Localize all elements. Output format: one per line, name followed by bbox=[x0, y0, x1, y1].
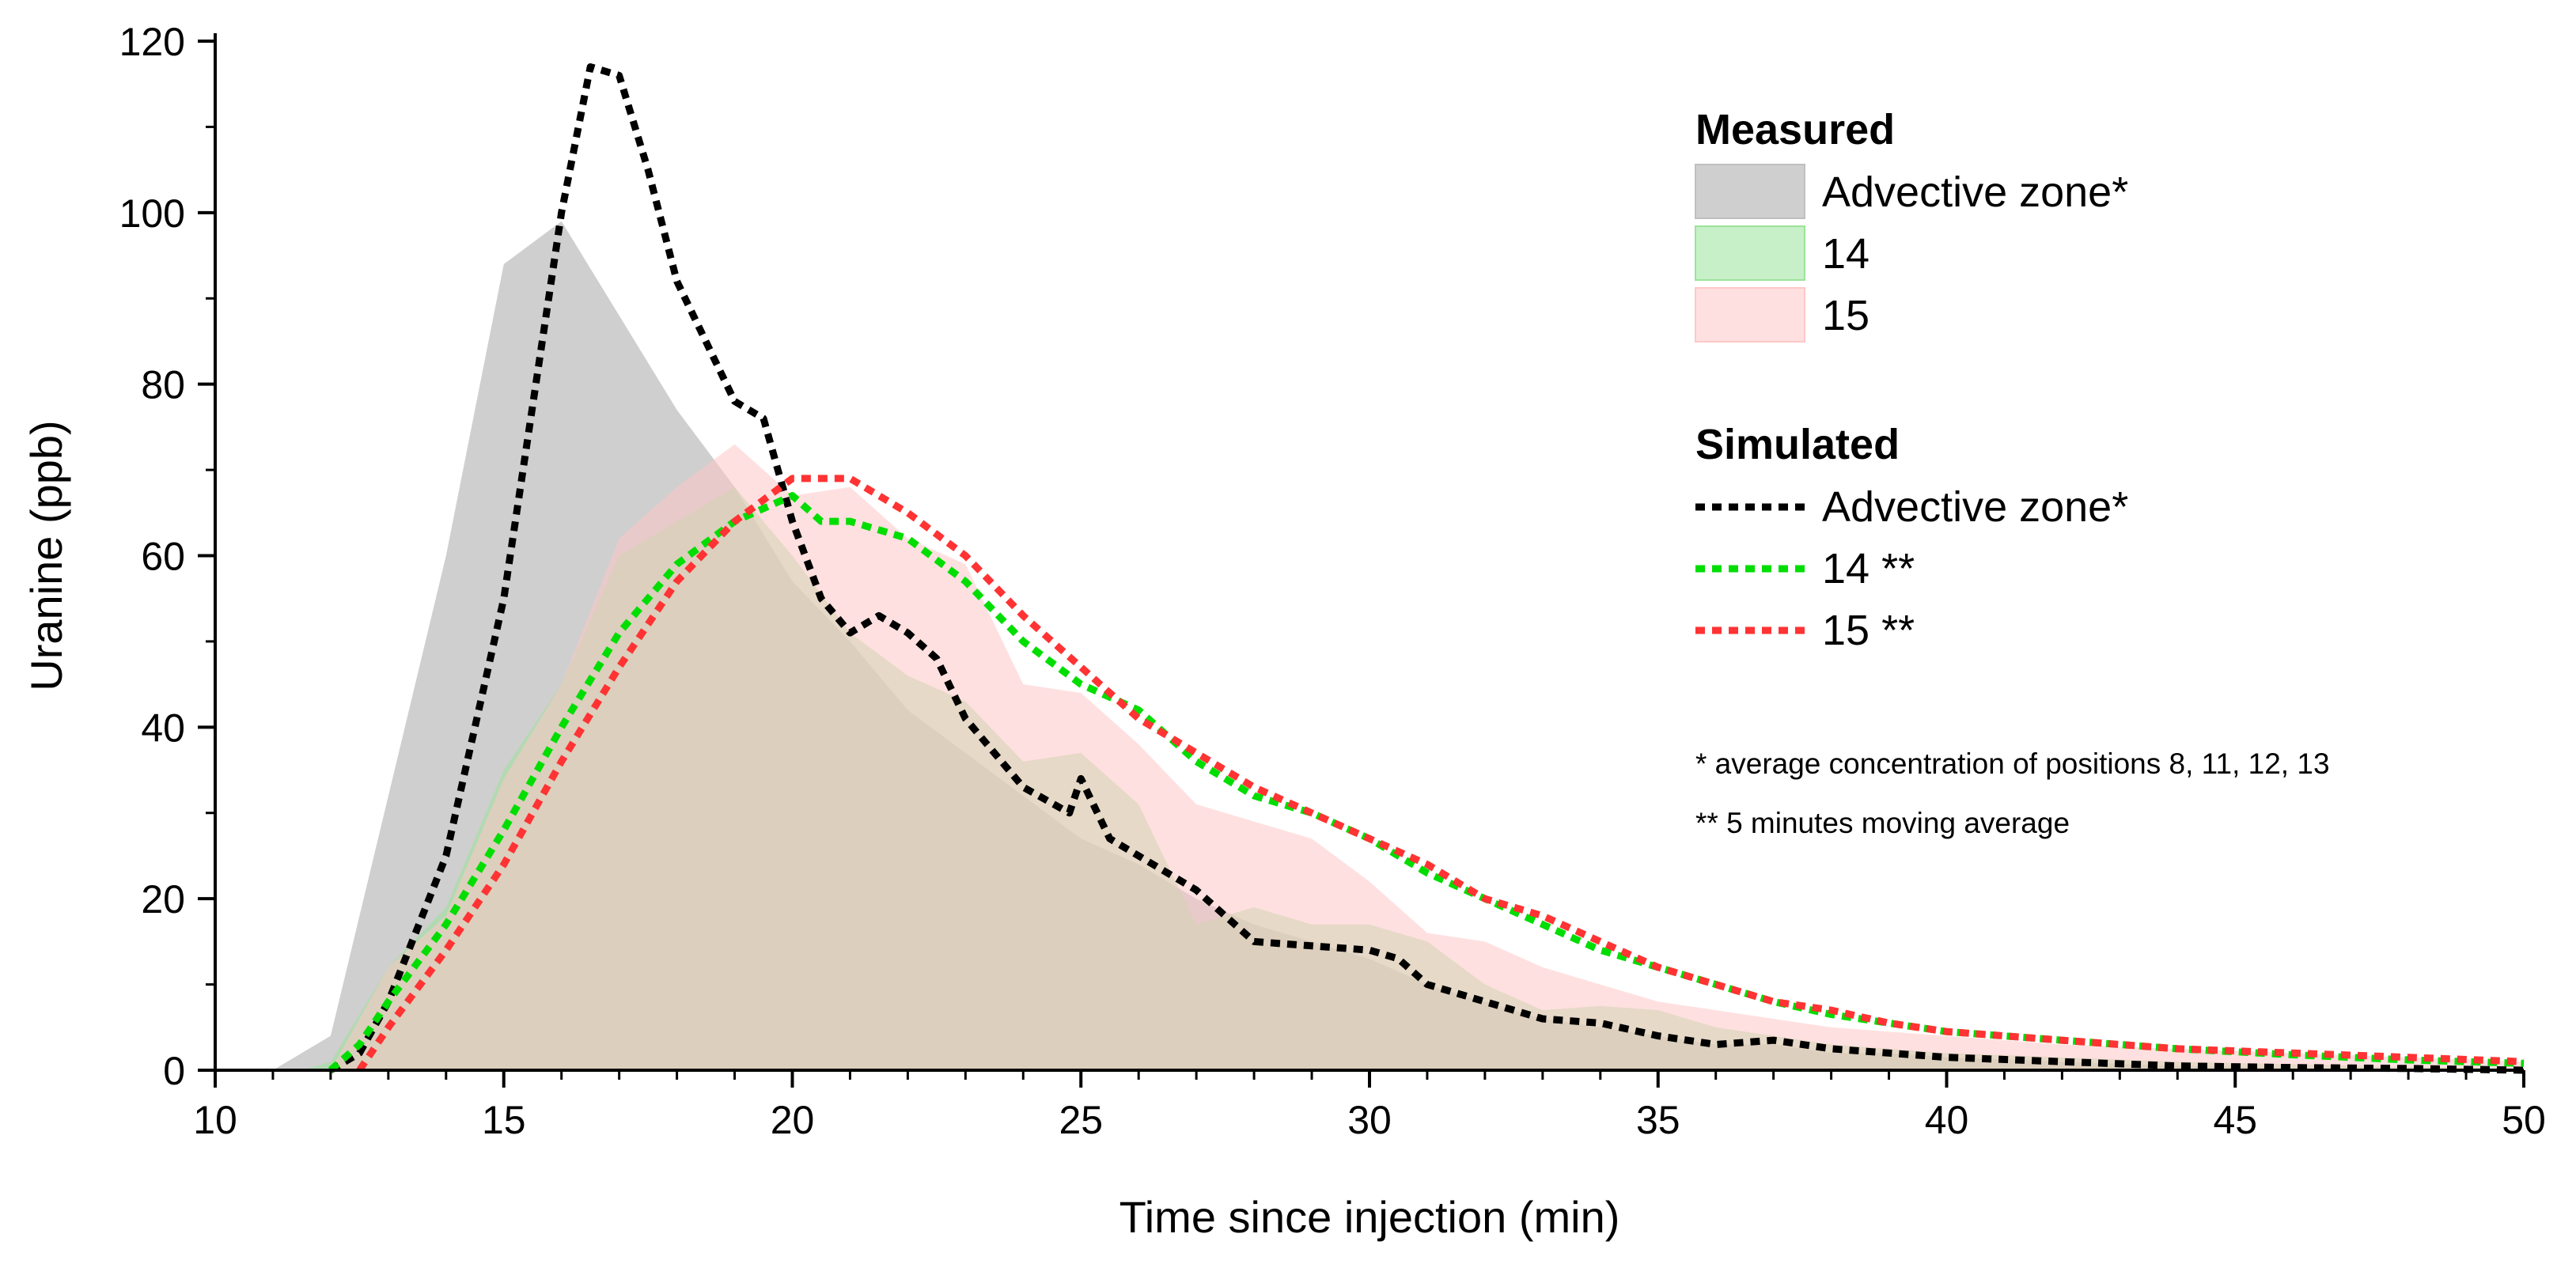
line-simulated-5 bbox=[356, 475, 2525, 1073]
legend-measured-title: Measured bbox=[1695, 106, 1895, 153]
legend-note-1: ** 5 minutes moving average bbox=[1695, 807, 2070, 839]
x-tick-label: 25 bbox=[1059, 1098, 1103, 1142]
legend-swatch-measured-2 bbox=[1695, 287, 1805, 342]
x-tick-label: 30 bbox=[1347, 1098, 1392, 1142]
y-tick-label: 20 bbox=[141, 877, 185, 922]
legend-note-0: * average concentration of positions 8, … bbox=[1695, 747, 2330, 780]
legend-label-measured-1: 14 bbox=[1822, 230, 1869, 278]
x-tick-label: 15 bbox=[482, 1098, 526, 1142]
legend-swatch-measured-1 bbox=[1695, 225, 1805, 281]
line-simulated-3 bbox=[328, 63, 2525, 1074]
y-tick-label: 100 bbox=[119, 191, 185, 236]
measured-areas bbox=[272, 221, 2525, 1071]
y-tick-label: 80 bbox=[141, 363, 185, 407]
x-tick-label: 10 bbox=[193, 1098, 237, 1142]
legend: Measured Simulated Advective zone* 14 15 Adve… bbox=[1695, 106, 2330, 839]
x-tick-label: 20 bbox=[771, 1098, 815, 1142]
y-tick-label: 60 bbox=[141, 535, 185, 579]
legend-label-simulated-5: 15 ** bbox=[1822, 607, 1915, 654]
area-measured-2 bbox=[330, 444, 2525, 1070]
simulated-lines bbox=[328, 63, 2525, 1074]
legend-swatch-measured-0 bbox=[1695, 164, 1805, 219]
legend-label-simulated-4: 14 ** bbox=[1822, 545, 1915, 592]
legend-simulated-title: Simulated bbox=[1695, 421, 1900, 468]
x-tick-label: 45 bbox=[2213, 1098, 2257, 1142]
x-tick-label: 40 bbox=[1925, 1098, 1969, 1142]
legend-label-measured-2: 15 bbox=[1822, 292, 1869, 339]
y-tick-label: 120 bbox=[119, 20, 185, 64]
x-axis-title: Time since injection (min) bbox=[1119, 1192, 1620, 1242]
legend-label-measured-0: Advective zone* bbox=[1822, 168, 2128, 216]
legend-label-simulated-3: Advective zone* bbox=[1822, 483, 2128, 531]
x-tick-label: 50 bbox=[2502, 1098, 2546, 1142]
y-axis-title: Uranine (ppb) bbox=[21, 420, 71, 691]
y-tick-label: 40 bbox=[141, 706, 185, 750]
x-tick-label: 35 bbox=[1636, 1098, 1680, 1142]
y-tick-label: 0 bbox=[163, 1049, 185, 1093]
axes: 10 15 20 25 30 35 40 45 50 0 20 40 60 80 100 120 Time si… bbox=[21, 20, 2546, 1242]
